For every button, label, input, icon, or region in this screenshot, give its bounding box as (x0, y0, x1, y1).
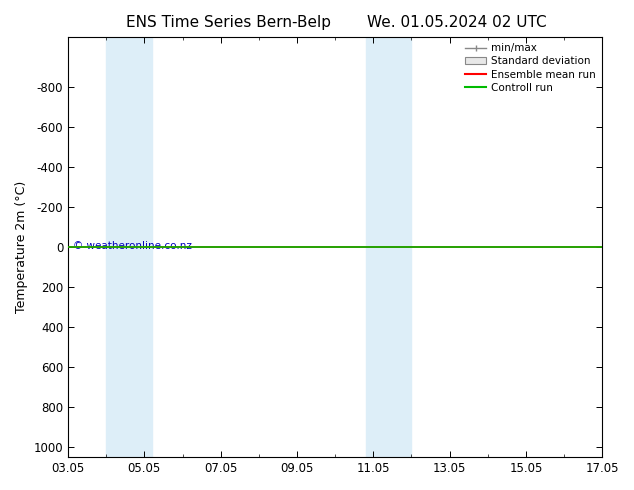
Text: ENS Time Series Bern-Belp: ENS Time Series Bern-Belp (126, 15, 331, 30)
Bar (107, 37, 152, 457)
Text: We. 01.05.2024 02 UTC: We. 01.05.2024 02 UTC (366, 15, 547, 30)
Y-axis label: Temperature 2m (°C): Temperature 2m (°C) (15, 181, 28, 313)
Text: © weatheronline.co.nz: © weatheronline.co.nz (74, 241, 192, 251)
Legend: min/max, Standard deviation, Ensemble mean run, Controll run: min/max, Standard deviation, Ensemble me… (461, 39, 600, 97)
Bar (366, 37, 411, 457)
